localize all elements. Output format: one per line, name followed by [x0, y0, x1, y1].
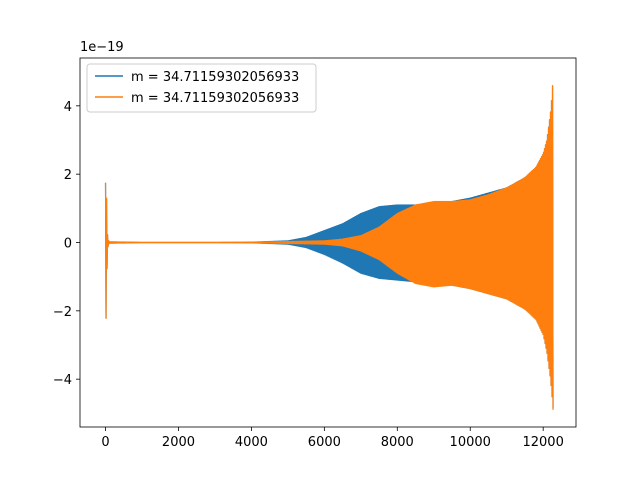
x-tick-label: 8000 — [381, 435, 414, 450]
series-line-2 — [104, 84, 554, 410]
x-axis-ticks: 0 2000 4000 6000 8000 10000 12000 — [101, 427, 564, 450]
x-tick-label: 6000 — [308, 435, 341, 450]
y-axis-offset-label: 1e−19 — [80, 40, 124, 55]
legend-frame — [86, 63, 317, 113]
legend-label-series-2: m = 34.71159302056933 — [131, 91, 299, 106]
x-tick-label: 10000 — [450, 435, 491, 450]
y-axis-ticks: −4 −2 0 2 4 — [53, 100, 80, 388]
x-tick-label: 0 — [101, 435, 109, 450]
x-tick-label: 12000 — [522, 435, 563, 450]
x-tick-label: 4000 — [235, 435, 268, 450]
legend-label-series-1: m = 34.71159302056933 — [131, 70, 299, 85]
series-layer — [104, 84, 554, 410]
legend: m = 34.71159302056933 m = 34.71159302056… — [86, 63, 317, 113]
y-tick-label: 2 — [64, 168, 72, 183]
x-tick-label: 2000 — [162, 435, 195, 450]
y-tick-label: −4 — [53, 373, 72, 388]
y-tick-label: −2 — [53, 305, 72, 320]
y-tick-label: 4 — [64, 100, 72, 115]
y-tick-label: 0 — [64, 237, 72, 252]
